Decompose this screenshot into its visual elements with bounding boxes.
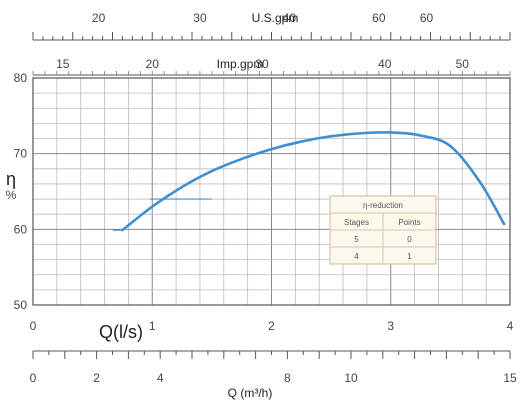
imp-tick-label: 30 bbox=[255, 57, 269, 71]
imp-tick-label: 50 bbox=[456, 57, 470, 71]
x-axis-lps: 0 1 2 3 4 Q(l/s) bbox=[30, 319, 514, 342]
us-tick-label: 60 bbox=[372, 11, 386, 25]
table-cell: 4 bbox=[354, 252, 359, 261]
y-tick-label: 60 bbox=[14, 222, 28, 236]
reduction-table: η-reduction Stages Points 5 0 4 1 bbox=[329, 195, 437, 265]
table-cell: 0 bbox=[407, 235, 412, 244]
y-tick-label: 70 bbox=[14, 147, 28, 161]
m3h-tick-label: 8 bbox=[284, 371, 291, 385]
x-tick-label: 2 bbox=[268, 319, 275, 333]
us-tick-label: 20 bbox=[92, 11, 106, 25]
table-cell: 1 bbox=[407, 252, 412, 261]
imp-tick-label: 40 bbox=[378, 57, 392, 71]
y-axis: 50 60 70 80 η% bbox=[6, 71, 28, 312]
us-axis-label: U.S.gpm bbox=[252, 11, 299, 25]
plot-grid bbox=[32, 77, 511, 306]
m3h-axis-label: Q (m³/h) bbox=[228, 386, 273, 400]
m3h-tick-label: 4 bbox=[157, 371, 164, 385]
y-axis-unit: % bbox=[6, 188, 17, 202]
us-tick-label: 40 bbox=[283, 11, 297, 25]
y-tick-label: 80 bbox=[14, 71, 28, 85]
table-header: Stages bbox=[344, 218, 369, 227]
y-axis-label: η bbox=[6, 169, 16, 189]
table-title: η-reduction bbox=[363, 201, 403, 210]
table-cell: 5 bbox=[354, 235, 359, 244]
x-axis-label: Q(l/s) bbox=[99, 322, 143, 342]
us-tick-label: 30 bbox=[193, 11, 207, 25]
efficiency-curve bbox=[121, 131, 506, 232]
imp-gpm-axis: 15 20 30 40 50 Imp.gpm bbox=[32, 57, 511, 76]
x-axis-m3h: 0 2 4 8 10 15 Q (m³/h) bbox=[30, 350, 517, 400]
x-tick-label: 4 bbox=[507, 319, 514, 333]
m3h-tick-label: 10 bbox=[344, 371, 358, 385]
x-tick-label: 1 bbox=[149, 319, 156, 333]
imp-axis-label: Imp.gpm bbox=[217, 57, 264, 71]
y-tick-label: 50 bbox=[14, 298, 28, 312]
us-tick-label: 60 bbox=[420, 11, 434, 25]
imp-tick-label: 20 bbox=[146, 57, 160, 71]
us-gpm-axis: 20 30 40 60 60 U.S.gpm bbox=[32, 11, 511, 41]
plot-frame bbox=[32, 77, 511, 306]
m3h-tick-label: 0 bbox=[30, 371, 37, 385]
x-tick-label: 3 bbox=[387, 319, 394, 333]
plot-border bbox=[32, 77, 511, 306]
m3h-tick-label: 15 bbox=[503, 371, 517, 385]
m3h-tick-label: 2 bbox=[93, 371, 100, 385]
imp-tick-label: 15 bbox=[56, 57, 70, 71]
efficiency-curve-layer bbox=[112, 131, 506, 232]
x-tick-label: 0 bbox=[30, 319, 37, 333]
table-header: Points bbox=[398, 218, 420, 227]
